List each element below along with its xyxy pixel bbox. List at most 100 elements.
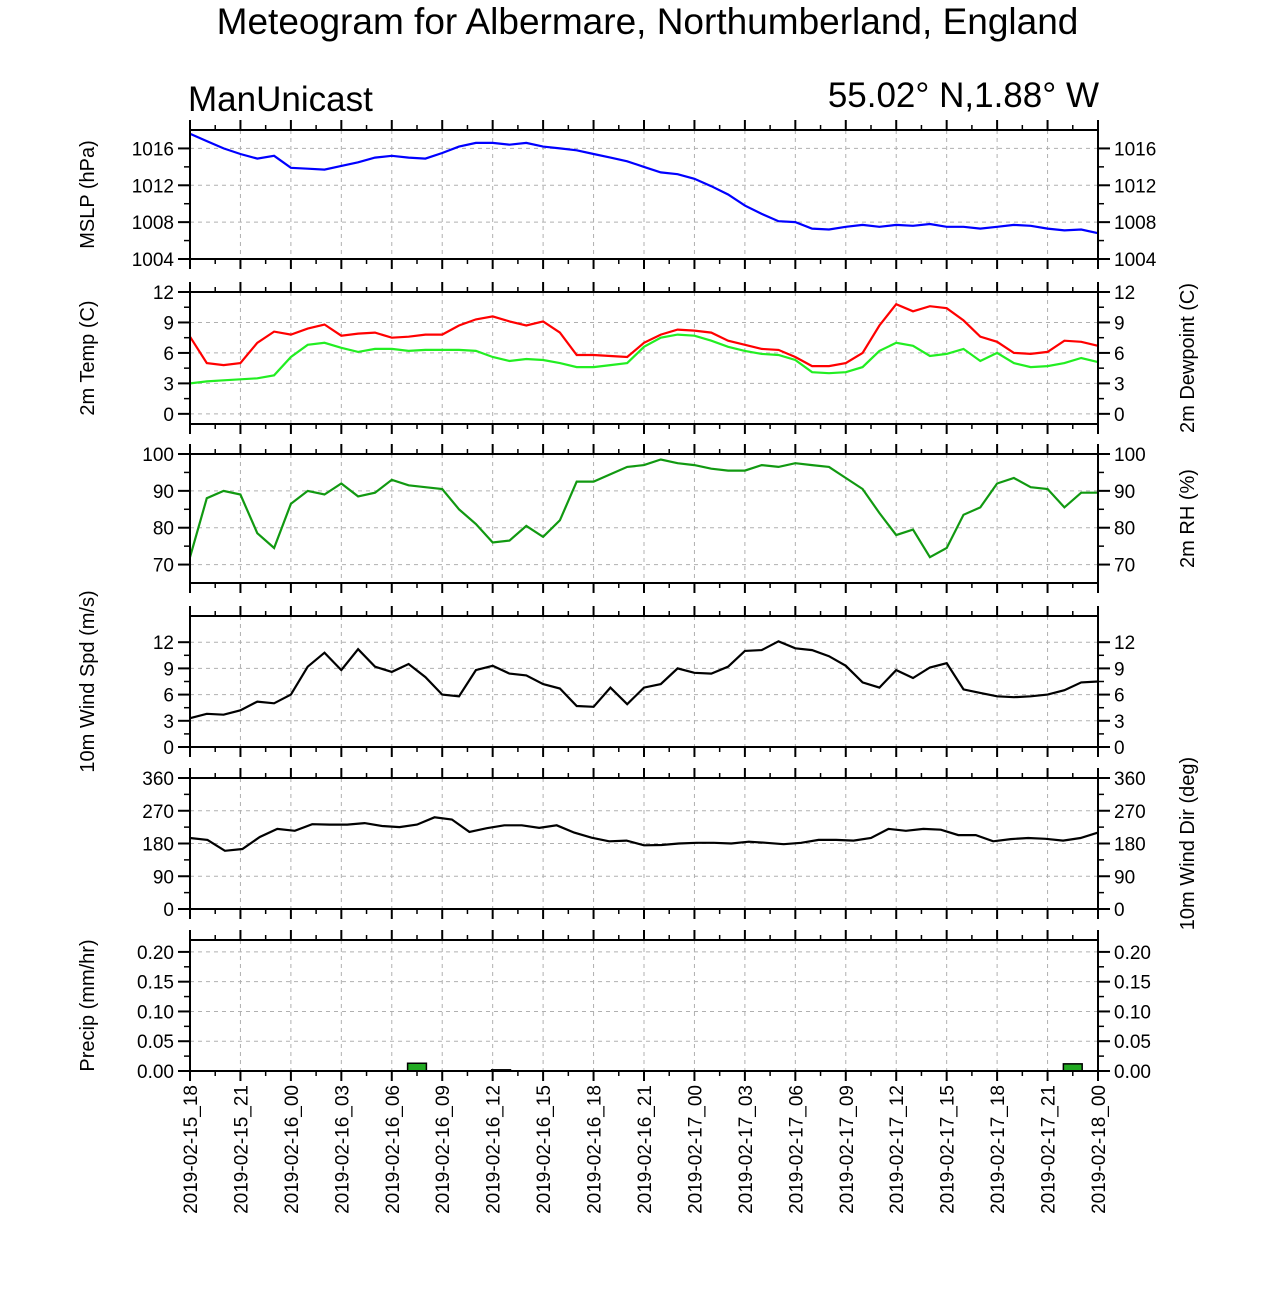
y-tick-label-right: 90 — [1114, 867, 1135, 888]
panel-rh: 70 70 80 80 90 90 100 100 2m RH (%) — [142, 444, 1199, 593]
y-tick-label: 180 — [142, 835, 174, 856]
x-tick-label: 2019-02-16_12 — [484, 1085, 505, 1214]
y-tick-label-right: 0 — [1114, 900, 1125, 921]
x-tick-label: 2019-02-16_09 — [433, 1085, 454, 1214]
y-axis-label-right: 2m RH (%) — [1177, 469, 1199, 568]
y-tick-label-right: 70 — [1114, 556, 1135, 577]
y-tick-label: 0.15 — [137, 973, 174, 994]
panel-frame — [189, 453, 1099, 584]
series-line-rh-0 — [188, 458, 1098, 559]
x-tick-label: 2019-02-15_21 — [231, 1085, 252, 1214]
y-tick-label-right: 9 — [1114, 313, 1125, 334]
y-tick-label: 0 — [163, 405, 174, 426]
y-tick-label-right: 0.15 — [1114, 973, 1151, 994]
panel-frame — [189, 777, 1099, 910]
y-tick-label: 3 — [163, 374, 174, 395]
x-tick-label: 2019-02-17_12 — [887, 1085, 908, 1214]
y-tick-label-right: 180 — [1114, 835, 1146, 856]
y-tick-label: 80 — [153, 519, 174, 540]
y-tick-label-right: 360 — [1114, 769, 1146, 790]
y-tick-label: 9 — [163, 659, 174, 680]
panel-precip: 0.00 0.00 0.05 0.05 0.10 0.10 0.15 0.15 0.20 0.20… — [77, 930, 1151, 1083]
y-tick-label: 360 — [142, 769, 174, 790]
y-tick-label: 0.10 — [137, 1002, 174, 1023]
y-tick-label-right: 80 — [1114, 519, 1135, 540]
x-tick-label: 2019-02-17_15 — [938, 1085, 959, 1214]
y-tick-label: 12 — [153, 283, 174, 304]
panel-frame — [189, 291, 1099, 425]
y-tick-label: 0.00 — [137, 1062, 174, 1083]
y-tick-label: 1008 — [132, 213, 174, 234]
series-line-mslp-0 — [189, 132, 1099, 235]
y-tick-label-right: 0 — [1114, 738, 1125, 759]
y-tick-label: 70 — [153, 556, 174, 577]
y-tick-label: 0 — [163, 900, 174, 921]
x-tick-label: 2019-02-17_21 — [1039, 1085, 1060, 1214]
y-tick-label-right: 90 — [1114, 482, 1135, 503]
y-tick-label: 270 — [142, 802, 174, 823]
series-line-temp-0 — [189, 302, 1099, 368]
y-tick-label-right: 9 — [1114, 659, 1125, 680]
y-tick-label-right: 6 — [1114, 344, 1125, 365]
x-tick-label: 2019-02-16_15 — [534, 1085, 555, 1214]
y-tick-label-right: 1004 — [1114, 250, 1157, 271]
x-tick-label: 2019-02-17_09 — [837, 1085, 858, 1214]
series-line-wdir-0 — [189, 816, 1099, 852]
y-tick-label-right: 1016 — [1114, 139, 1156, 160]
y-tick-label: 100 — [142, 445, 174, 466]
precip-bar — [406, 1062, 428, 1072]
y-axis-label-right: 2m Dewpoint (C) — [1177, 283, 1199, 433]
y-tick-label: 3 — [163, 712, 174, 733]
y-tick-label: 90 — [153, 867, 174, 888]
y-tick-label-right: 1012 — [1114, 176, 1156, 197]
y-tick-label-right: 1008 — [1114, 213, 1156, 234]
y-tick-label-right: 0 — [1114, 405, 1125, 426]
panel-wspd: 0 0 3 3 6 6 9 9 12 12 10m Wind Spd (m/s) — [77, 590, 1135, 772]
y-tick-label: 1004 — [132, 250, 175, 271]
y-axis-label: 10m Wind Spd (m/s) — [77, 590, 99, 772]
y-tick-label-right: 6 — [1114, 686, 1125, 707]
y-tick-label: 6 — [163, 344, 174, 365]
series-line-wspd-0 — [189, 640, 1099, 720]
y-tick-label-right: 0.00 — [1114, 1062, 1151, 1083]
y-tick-label-right: 100 — [1114, 445, 1146, 466]
y-tick-label: 0 — [163, 738, 174, 759]
y-tick-label: 1012 — [132, 176, 174, 197]
y-tick-label: 90 — [153, 482, 174, 503]
chart-title: Meteogram for Albermare, Northumberland,… — [216, 1, 1079, 42]
x-tick-label: 2019-02-16_06 — [383, 1085, 404, 1214]
y-tick-label: 12 — [153, 633, 174, 654]
x-tick-label: 2019-02-16_18 — [585, 1085, 606, 1214]
panel-mslp: 1004 1004 1008 1008 1012 1012 1016 1016 MSLP (hP… — [77, 120, 1157, 271]
panel-frame — [189, 939, 1099, 1072]
y-tick-label-right: 3 — [1114, 374, 1125, 395]
x-tick-label: 2019-02-17_00 — [685, 1085, 706, 1214]
y-tick-label-right: 270 — [1114, 802, 1146, 823]
x-tick-label: 2019-02-16_00 — [282, 1085, 303, 1214]
x-tick-label: 2019-02-17_03 — [736, 1085, 757, 1214]
y-tick-label-right: 3 — [1114, 712, 1125, 733]
precip-bar — [1062, 1063, 1083, 1072]
x-tick-label: 2019-02-16_21 — [635, 1085, 656, 1214]
y-tick-label-right: 0.20 — [1114, 943, 1151, 964]
panel-frame — [189, 129, 1099, 260]
y-axis-label: MSLP (hPa) — [77, 140, 99, 249]
x-tick-label: 2019-02-17_06 — [786, 1085, 807, 1214]
y-tick-label: 0.05 — [137, 1032, 174, 1053]
y-tick-label: 0.20 — [137, 943, 174, 964]
x-tick-label: 2019-02-15_18 — [181, 1085, 202, 1214]
series-line-temp-1 — [189, 333, 1099, 385]
x-tick-label: 2019-02-18_00 — [1089, 1085, 1110, 1214]
panel-frame — [189, 615, 1099, 748]
y-tick-label-right: 12 — [1114, 633, 1135, 654]
model-name: ManUnicast — [188, 80, 373, 119]
y-tick-label-right: 0.10 — [1114, 1002, 1151, 1023]
y-axis-label: 2m Temp (C) — [77, 300, 99, 415]
y-axis-label-right: 10m Wind Dir (deg) — [1177, 757, 1199, 930]
location-coordinates: 55.02° N,1.88° W — [827, 76, 1099, 115]
x-tick-label: 2019-02-16_03 — [332, 1085, 353, 1214]
y-tick-label: 1016 — [132, 139, 174, 160]
y-tick-label-right: 0.05 — [1114, 1032, 1151, 1053]
x-tick-label: 2019-02-17_18 — [988, 1085, 1009, 1214]
y-tick-label: 6 — [163, 686, 174, 707]
